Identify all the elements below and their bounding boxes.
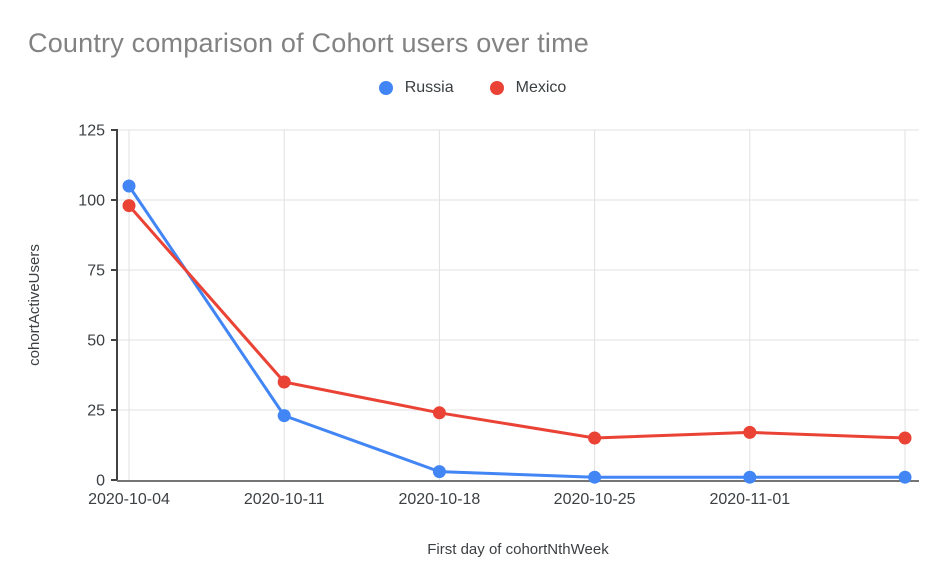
chart-title: Country comparison of Cohort users over … xyxy=(28,28,590,58)
series-line-mexico[interactable] xyxy=(127,204,907,440)
legend: Russia Mexico xyxy=(0,79,945,97)
data-point-mexico[interactable] xyxy=(122,199,136,213)
data-point-russia[interactable] xyxy=(898,470,912,484)
legend-dot-russia-icon xyxy=(378,81,393,95)
x-tick-label: 2020-10-25 xyxy=(554,491,636,508)
x-tick-label: 2020-10-11 xyxy=(244,491,325,508)
legend-label-russia: Russia xyxy=(404,79,454,96)
legend-dot-mexico-icon xyxy=(489,81,504,95)
legend-item-mexico[interactable]: Mexico xyxy=(489,79,567,97)
data-point-mexico[interactable] xyxy=(277,375,291,389)
data-point-russia[interactable] xyxy=(122,179,136,193)
x-axis-title: First day of cohortNthWeek xyxy=(427,541,609,558)
y-tick-label: 50 xyxy=(87,333,105,350)
data-point-russia[interactable] xyxy=(588,470,602,484)
data-point-russia[interactable] xyxy=(432,465,446,479)
y-tick-label: 125 xyxy=(78,123,105,140)
series-line-russia[interactable] xyxy=(127,184,907,479)
data-point-mexico[interactable] xyxy=(898,431,912,445)
x-tick-label: 2020-10-18 xyxy=(398,491,480,508)
y-tick-label: 25 xyxy=(87,403,105,420)
legend-item-russia[interactable]: Russia xyxy=(378,79,454,97)
data-point-russia[interactable] xyxy=(277,409,291,423)
data-point-mexico[interactable] xyxy=(743,425,757,439)
x-tick-label: 2020-11-01 xyxy=(709,491,790,508)
legend-label-mexico: Mexico xyxy=(515,79,567,96)
x-tick-label: 2020-10-04 xyxy=(88,491,170,508)
data-point-mexico[interactable] xyxy=(432,406,446,420)
data-point-russia[interactable] xyxy=(743,470,757,484)
y-tick-label: 0 xyxy=(96,473,105,490)
y-axis-title: cohortActiveUsers xyxy=(26,244,43,366)
data-point-mexico[interactable] xyxy=(588,431,602,445)
y-tick-label: 75 xyxy=(87,263,105,280)
y-tick-label: 100 xyxy=(78,193,105,210)
